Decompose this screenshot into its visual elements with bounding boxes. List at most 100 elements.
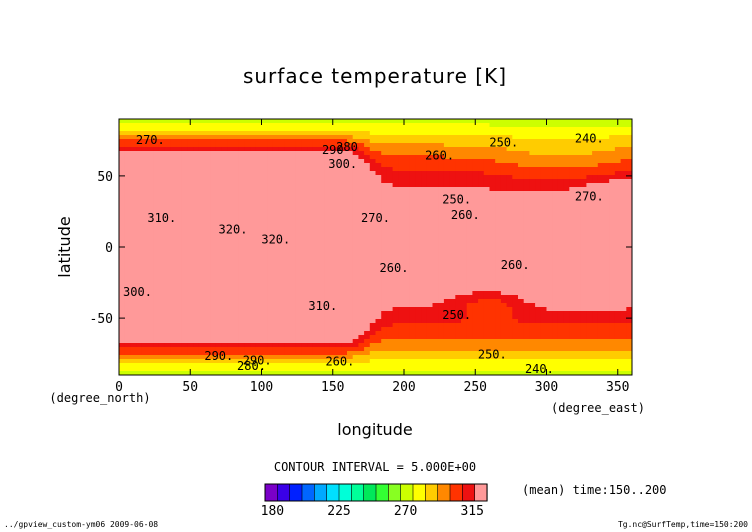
field-cell bbox=[255, 191, 263, 196]
field-cell bbox=[364, 283, 371, 288]
field-cell bbox=[603, 275, 610, 280]
field-cell bbox=[130, 135, 137, 140]
field-cell bbox=[141, 315, 149, 320]
field-cell bbox=[329, 327, 337, 332]
field-cell bbox=[375, 235, 382, 240]
field-cell bbox=[552, 279, 559, 284]
field-cell bbox=[158, 335, 166, 340]
field-cell bbox=[552, 151, 559, 156]
field-cell bbox=[369, 139, 377, 144]
field-cell bbox=[147, 219, 154, 224]
field-cell bbox=[164, 335, 171, 340]
field-cell bbox=[449, 331, 456, 336]
field-cell bbox=[352, 187, 359, 192]
field-cell bbox=[307, 203, 314, 208]
field-cell bbox=[552, 219, 559, 224]
field-cell bbox=[398, 239, 405, 244]
field-cell bbox=[301, 195, 308, 200]
field-cell bbox=[495, 319, 502, 324]
field-cell bbox=[523, 323, 530, 328]
field-cell bbox=[347, 299, 354, 304]
field-cell bbox=[489, 327, 496, 332]
field-cell bbox=[466, 319, 473, 324]
field-cell bbox=[529, 199, 536, 204]
field-cell bbox=[597, 331, 605, 336]
field-cell bbox=[250, 307, 257, 312]
field-cell bbox=[626, 283, 632, 288]
field-cell bbox=[478, 203, 485, 208]
field-cell bbox=[415, 231, 422, 236]
field-cell bbox=[506, 187, 513, 192]
field-cell bbox=[187, 259, 194, 264]
field-cell bbox=[409, 159, 416, 164]
field-cell bbox=[358, 323, 365, 328]
field-cell bbox=[290, 183, 297, 188]
field-cell bbox=[540, 335, 548, 340]
field-cell bbox=[238, 147, 245, 152]
field-cell bbox=[569, 231, 576, 236]
field-cell bbox=[392, 291, 399, 296]
field-cell bbox=[255, 235, 263, 240]
field-cell bbox=[535, 303, 542, 308]
field-cell bbox=[204, 127, 211, 132]
field-cell bbox=[244, 223, 251, 228]
field-cell bbox=[181, 263, 188, 268]
field-cell bbox=[603, 135, 610, 140]
field-cell bbox=[210, 215, 217, 220]
field-cell bbox=[347, 295, 354, 300]
field-cell bbox=[147, 259, 154, 264]
field-cell bbox=[535, 143, 542, 148]
field-cell bbox=[586, 203, 593, 208]
field-cell bbox=[415, 299, 422, 304]
field-cell bbox=[500, 183, 508, 188]
field-cell bbox=[119, 291, 126, 296]
field-cell bbox=[426, 331, 434, 336]
field-cell bbox=[518, 275, 525, 280]
field-cell bbox=[284, 163, 291, 168]
field-cell bbox=[221, 179, 228, 184]
field-cell bbox=[215, 279, 223, 284]
field-cell bbox=[141, 199, 149, 204]
field-cell bbox=[512, 135, 519, 140]
field-cell bbox=[130, 235, 137, 240]
field-cell bbox=[176, 323, 183, 328]
field-cell bbox=[415, 203, 422, 208]
field-cell bbox=[215, 287, 223, 292]
field-cell bbox=[552, 271, 559, 276]
field-cell bbox=[586, 259, 593, 264]
field-cell bbox=[398, 259, 405, 264]
field-cell bbox=[238, 271, 245, 276]
field-cell bbox=[523, 219, 530, 224]
field-cell bbox=[341, 255, 348, 260]
field-cell bbox=[204, 227, 211, 232]
field-cell bbox=[352, 179, 359, 184]
field-cell bbox=[290, 315, 297, 320]
field-cell bbox=[461, 139, 468, 144]
field-cell bbox=[443, 207, 451, 212]
field-cell bbox=[586, 307, 593, 312]
field-cell bbox=[124, 119, 131, 124]
field-cell bbox=[398, 291, 405, 296]
field-cell bbox=[198, 147, 206, 152]
field-cell bbox=[272, 323, 280, 328]
field-cell bbox=[204, 243, 211, 248]
field-cell bbox=[563, 159, 570, 164]
field-cell bbox=[210, 291, 217, 296]
field-cell bbox=[455, 287, 462, 292]
field-cell bbox=[375, 203, 382, 208]
field-cell bbox=[164, 311, 171, 316]
field-cell bbox=[563, 139, 570, 144]
field-cell bbox=[506, 143, 513, 148]
field-cell bbox=[557, 187, 565, 192]
field-cell bbox=[250, 283, 257, 288]
field-cell bbox=[375, 243, 382, 248]
field-cell bbox=[221, 159, 228, 164]
field-cell bbox=[193, 307, 200, 312]
field-cell bbox=[341, 131, 348, 136]
field-cell bbox=[449, 251, 456, 256]
field-cell bbox=[381, 271, 388, 276]
field-cell bbox=[614, 151, 622, 156]
field-cell bbox=[164, 163, 171, 168]
field-cell bbox=[227, 227, 234, 232]
field-cell bbox=[158, 291, 166, 296]
